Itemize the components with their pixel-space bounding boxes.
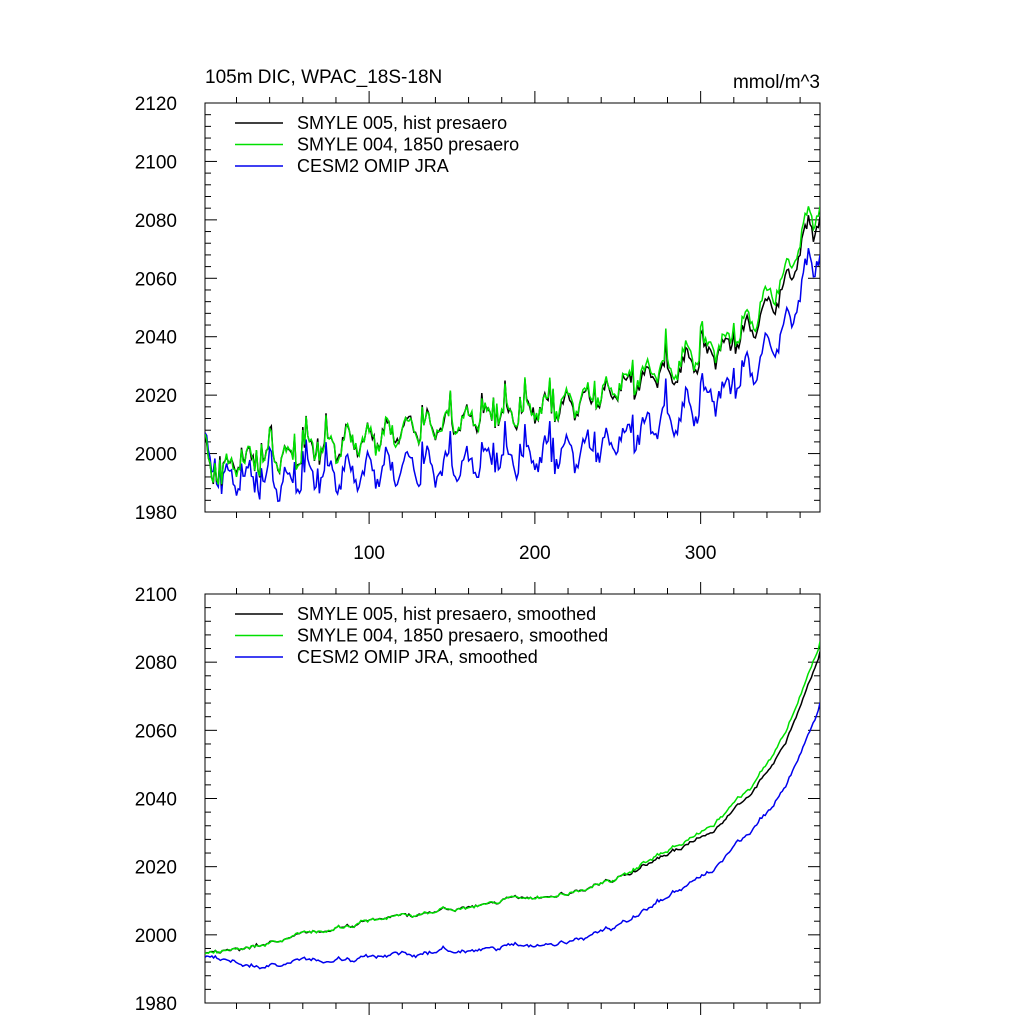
y-tick-label: 2080	[135, 211, 177, 232]
y-tick-label: 2040	[135, 790, 177, 811]
legend-label: SMYLE 004, 1850 presaero	[297, 135, 519, 155]
legend-label: SMYLE 005, hist presaero	[297, 113, 507, 133]
legend-label: SMYLE 004, 1850 presaero, smoothed	[297, 626, 608, 646]
series-line-smyle005	[205, 651, 820, 955]
y-tick-label: 2100	[135, 152, 177, 173]
chart-title: 105m DIC, WPAC_18S-18N	[205, 67, 442, 88]
series-line-smyle005	[205, 215, 820, 486]
plot-frame	[204, 102, 821, 513]
y-tick-label: 1980	[135, 994, 177, 1015]
legend-label: CESM2 OMIP JRA, smoothed	[297, 647, 538, 667]
x-tick-label: 300	[685, 543, 717, 564]
y-tick-label: 2100	[135, 585, 177, 606]
legend-label: SMYLE 005, hist presaero, smoothed	[297, 604, 596, 624]
y-tick-label: 2060	[135, 721, 177, 742]
y-tick-label: 2060	[135, 269, 177, 290]
series-line-omip	[205, 702, 820, 970]
y-tick-label: 2040	[135, 328, 177, 349]
y-tick-label: 2080	[135, 653, 177, 674]
series-line-omip	[205, 248, 820, 503]
y-tick-label: 1980	[135, 503, 177, 524]
y-tick-label: 2120	[135, 94, 177, 115]
top-panel: 1980 2000 2020 2040 2060 2080 2100 2120 100 200 30…	[135, 91, 821, 564]
bottom-panel: 1980 2000 2020 2040 2060 2080 2100 SMYLE 005, h…	[135, 582, 821, 1015]
units-label: mmol/m^3	[733, 72, 820, 93]
y-tick-label: 2000	[135, 926, 177, 947]
y-tick-label: 2020	[135, 858, 177, 879]
legend-label: CESM2 OMIP JRA	[297, 156, 449, 176]
x-tick-label: 200	[519, 543, 551, 564]
y-tick-label: 2000	[135, 445, 177, 466]
series-line-smyle004	[205, 641, 820, 955]
y-tick-label: 2020	[135, 386, 177, 407]
series-line-smyle004	[205, 206, 820, 485]
x-tick-label: 100	[353, 543, 385, 564]
